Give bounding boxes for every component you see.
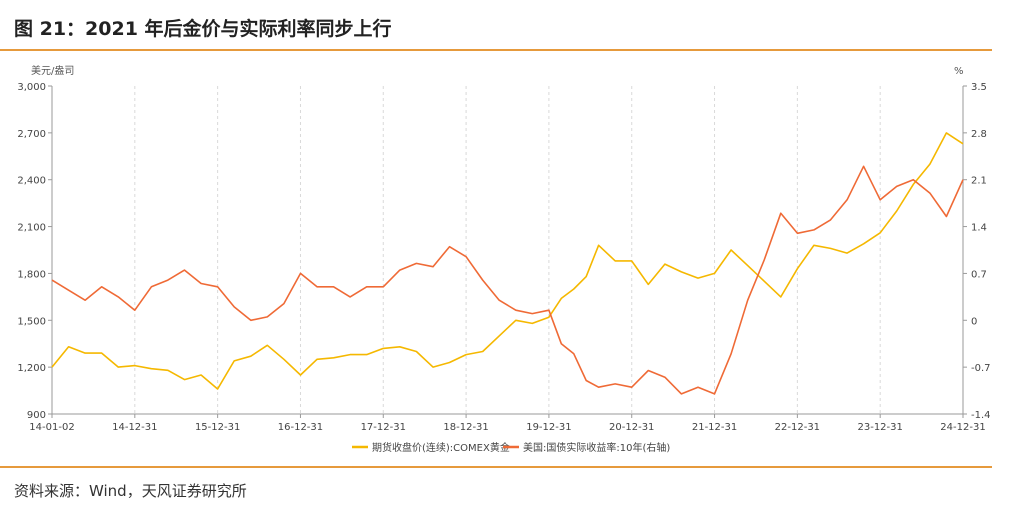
top-divider	[0, 49, 992, 51]
y-left-tick-label: 1,500	[17, 316, 46, 327]
x-tick-label: 14-12-31	[112, 422, 157, 433]
x-tick-label: 22-12-31	[775, 422, 820, 433]
legend-label: 期货收盘价(连续):COMEX黄金	[372, 441, 510, 454]
source-note: 资料来源：Wind，天风证券研究所	[14, 482, 247, 500]
x-tick-label: 16-12-31	[278, 422, 323, 433]
y-right-tick-label: 0.7	[971, 269, 987, 280]
x-tick-label: 24-12-31	[940, 422, 985, 433]
x-tick-label: 18-12-31	[443, 422, 488, 433]
y-left-unit: 美元/盎司	[31, 64, 74, 77]
x-tick-label: 19-12-31	[526, 422, 571, 433]
x-tick-label: 15-12-31	[195, 422, 240, 433]
page-title: 图 21：2021 年后金价与实际利率同步上行	[14, 18, 392, 40]
series-line	[51, 132, 964, 390]
y-right-unit: %	[954, 66, 964, 77]
y-right-tick-label: -0.7	[971, 363, 991, 374]
x-tick-label: 21-12-31	[692, 422, 737, 433]
chart: 14-01-02 14-12-31 15-12-31 16-12-31 17-12-31…	[17, 64, 991, 454]
y-left-tick-label: 2,400	[17, 176, 46, 187]
x-tick-label: 14-01-02	[29, 422, 74, 433]
x-tick-label: 17-12-31	[361, 422, 406, 433]
x-tick-label: 20-12-31	[609, 422, 654, 433]
legend-label: 美国:国债实际收益率:10年(右轴)	[523, 441, 670, 454]
bottom-divider	[0, 466, 992, 468]
y-right-tick-label: 2.1	[971, 176, 987, 187]
y-left-tick-label: 3,000	[17, 82, 46, 93]
y-left-tick-label: 1,200	[17, 363, 46, 374]
y-right-tick-label: 3.5	[971, 82, 987, 93]
header: 图 21：2021 年后金价与实际利率同步上行	[0, 0, 1012, 52]
y-left-tick-label: 1,800	[17, 269, 46, 280]
series-line	[51, 165, 964, 395]
y-left-tick-label: 2,700	[17, 129, 46, 140]
y-left-tick-label: 900	[27, 410, 46, 421]
y-right-tick-label: 1.4	[971, 223, 987, 234]
x-tick-label: 23-12-31	[857, 422, 902, 433]
y-right-tick-label: -1.4	[971, 410, 991, 421]
y-right-tick-label: 0	[971, 316, 977, 327]
y-right-tick-label: 2.8	[971, 129, 987, 140]
y-left-tick-label: 2,100	[17, 223, 46, 234]
